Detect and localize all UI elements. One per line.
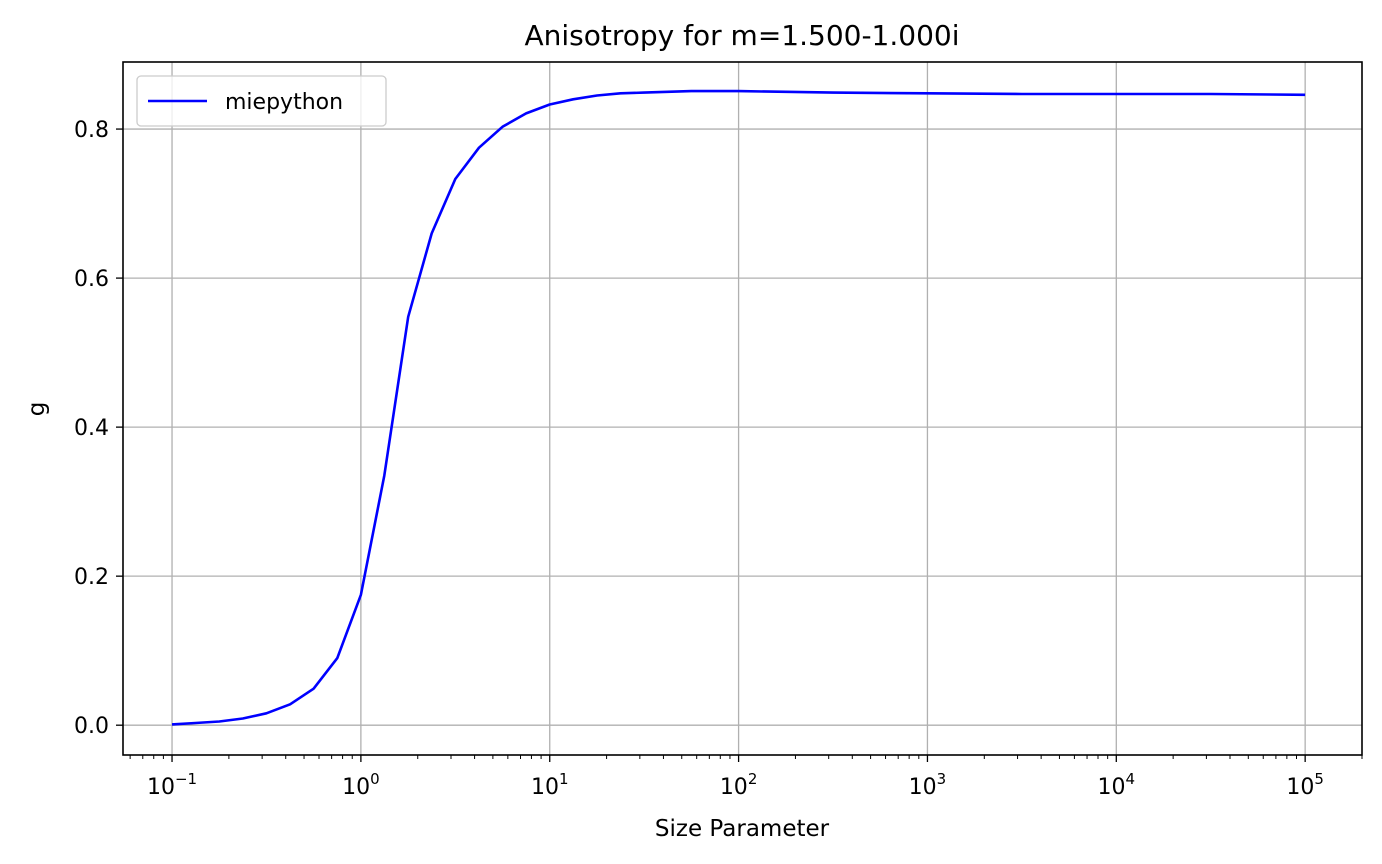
y-tick-label: 0.8 bbox=[74, 118, 109, 143]
y-tick-label: 0.2 bbox=[74, 565, 109, 590]
grid-lines bbox=[123, 62, 1362, 755]
x-axis-ticks: 10−1 100 101 102 103 104 105 bbox=[147, 755, 1324, 800]
x-tick-label: 105 bbox=[1286, 770, 1324, 800]
y-axis-label: g bbox=[24, 402, 50, 417]
x-axis-label: Size Parameter bbox=[655, 816, 830, 842]
x-tick-label: 103 bbox=[909, 770, 947, 800]
plot-area-frame bbox=[122, 61, 1363, 756]
y-tick-label: 0.0 bbox=[74, 714, 109, 739]
x-tick-label: 102 bbox=[720, 770, 758, 800]
x-tick-label: 101 bbox=[531, 770, 569, 800]
y-axis-ticks: 0.0 0.2 0.4 0.6 0.8 bbox=[74, 118, 123, 739]
y-tick-label: 0.4 bbox=[74, 416, 109, 441]
legend-label: miepython bbox=[225, 90, 343, 115]
chart-title: Anisotropy for m=1.500-1.000i bbox=[525, 19, 960, 52]
x-tick-label: 100 bbox=[342, 770, 380, 800]
x-tick-label: 10−1 bbox=[147, 770, 197, 800]
y-tick-label: 0.6 bbox=[74, 267, 109, 292]
series-line-miepython bbox=[171, 89, 1306, 726]
legend-box bbox=[136, 75, 387, 127]
legend: miepython bbox=[136, 75, 387, 127]
x-tick-label: 104 bbox=[1098, 770, 1136, 800]
